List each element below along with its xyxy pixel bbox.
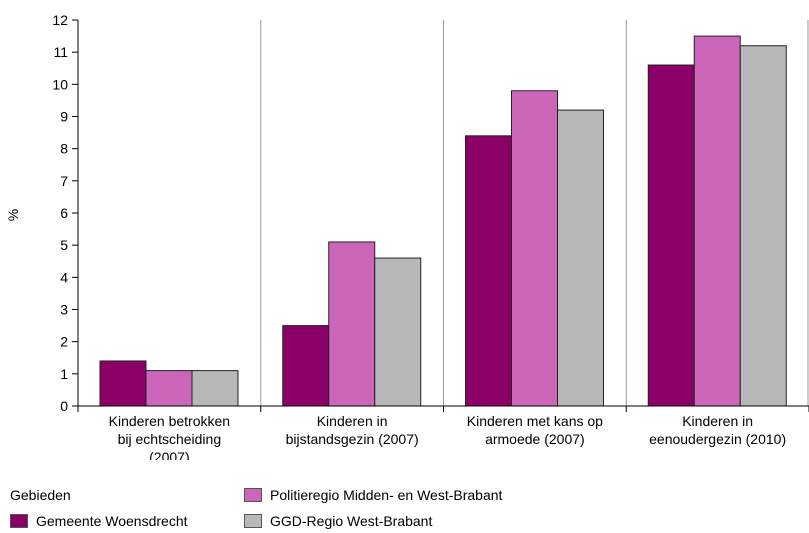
y-tick-label: 0 [60,398,68,414]
y-tick-label: 3 [60,302,68,318]
y-tick-label: 2 [60,334,68,350]
bar [511,90,558,407]
y-tick-label: 11 [53,44,68,60]
legend-label: Gemeente Woensdrecht [36,513,188,529]
y-tick-label: 12 [52,12,68,28]
bar [739,45,787,407]
x-tick-labels: Kinderen betrokken bij echtscheiding (2007… [109,413,786,460]
y-tick-label: 6 [60,205,68,221]
gridlines [260,20,809,406]
y-tick-label: 10 [52,76,68,92]
bar [328,241,376,407]
x-tick-label: Kinderen in eenoudergezin (2010) [649,413,786,447]
y-axis-label: % [5,209,21,221]
y-tick-label: 9 [60,109,68,125]
bar [191,370,239,407]
y-tick-label: 4 [60,269,68,285]
legend-item-woensdrecht: Gemeente Woensdrecht [10,513,188,529]
legend-swatch [10,514,28,528]
bar [282,325,330,407]
bar [465,135,512,407]
bar [145,370,193,407]
x-tick-label: Kinderen in bijstandsgezin (2007) [286,413,419,447]
bar [693,35,741,407]
legend-title: Gebieden [10,487,71,503]
bar [647,64,695,407]
y-tick-label: 5 [60,237,68,253]
y-tick-label: 8 [60,141,68,157]
y-tick-label: 7 [60,173,68,189]
bars [99,35,787,407]
legend-item-politieregio: Politieregio Midden- en West-Brabant [244,487,502,503]
x-tick-label: Kinderen met kans op armoede (2007) [467,413,603,447]
legend-item-ggd: GGD-Regio West-Brabant [244,513,432,529]
bar [374,257,422,407]
legend-swatch [244,514,262,528]
bar [99,360,147,407]
x-tick-label: Kinderen betrokken bij echtscheiding (2007… [109,413,230,460]
bar [557,109,604,407]
axes [72,19,809,412]
legend-label: Politieregio Midden- en West-Brabant [270,487,503,503]
y-tick-label: 1 [60,366,68,382]
legend-label: GGD-Regio West-Brabant [270,513,433,529]
legend-swatch [244,488,262,502]
